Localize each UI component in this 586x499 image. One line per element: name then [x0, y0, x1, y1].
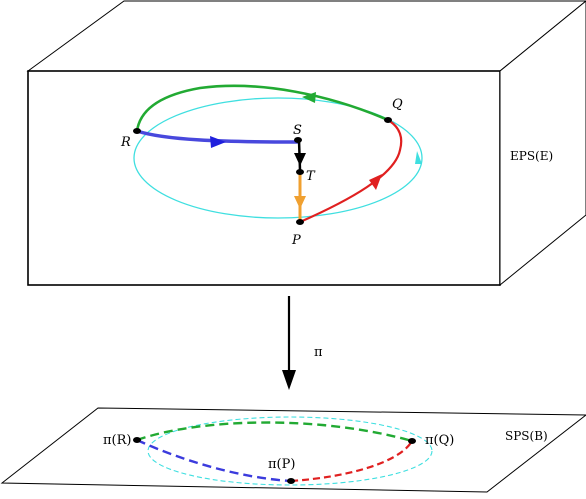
label-total-space: EPS(E)	[510, 149, 553, 163]
point-pi-q	[408, 438, 416, 444]
base-space-points	[133, 437, 416, 484]
point-r	[133, 128, 141, 134]
label-pi-p: π(P)	[268, 457, 295, 472]
box-top-face	[26, 0, 586, 72]
base-loop	[147, 416, 433, 486]
point-q	[384, 117, 392, 123]
green-path-q-to-r	[135, 84, 389, 132]
black-arrowhead	[294, 153, 306, 166]
label-p: P	[291, 233, 301, 248]
total-space-box	[26, 0, 586, 287]
base-space-plane	[0, 407, 586, 493]
fiber-loop	[133, 97, 423, 219]
base-red-path	[290, 440, 413, 483]
label-t: T	[306, 169, 316, 184]
red-arrowhead	[369, 174, 382, 190]
label-q: Q	[392, 97, 403, 112]
label-projection: π	[314, 345, 323, 360]
total-space-points	[133, 117, 392, 225]
point-s	[294, 137, 302, 143]
label-base-space: SPS(B)	[505, 429, 548, 443]
point-p	[296, 219, 304, 225]
label-pi-r: π(R)	[103, 433, 131, 448]
red-path-p-to-q	[299, 119, 403, 224]
label-pi-q: π(Q)	[425, 433, 454, 448]
blue-arrowhead	[210, 136, 226, 148]
label-s: S	[293, 123, 302, 138]
point-pi-r	[133, 437, 141, 443]
orange-arrowhead	[294, 196, 306, 209]
box-right-face	[499, 0, 586, 287]
base-green-path	[136, 421, 413, 443]
fiber-loop-arrowhead	[415, 151, 422, 164]
point-pi-p	[287, 478, 295, 484]
point-t	[296, 169, 304, 175]
projection-arrowhead	[282, 370, 296, 390]
box-front-face	[27, 70, 501, 286]
green-arrowhead	[302, 92, 316, 103]
base-blue-path	[136, 438, 292, 483]
label-r: R	[120, 135, 131, 150]
blue-path-r-to-s	[136, 129, 299, 144]
